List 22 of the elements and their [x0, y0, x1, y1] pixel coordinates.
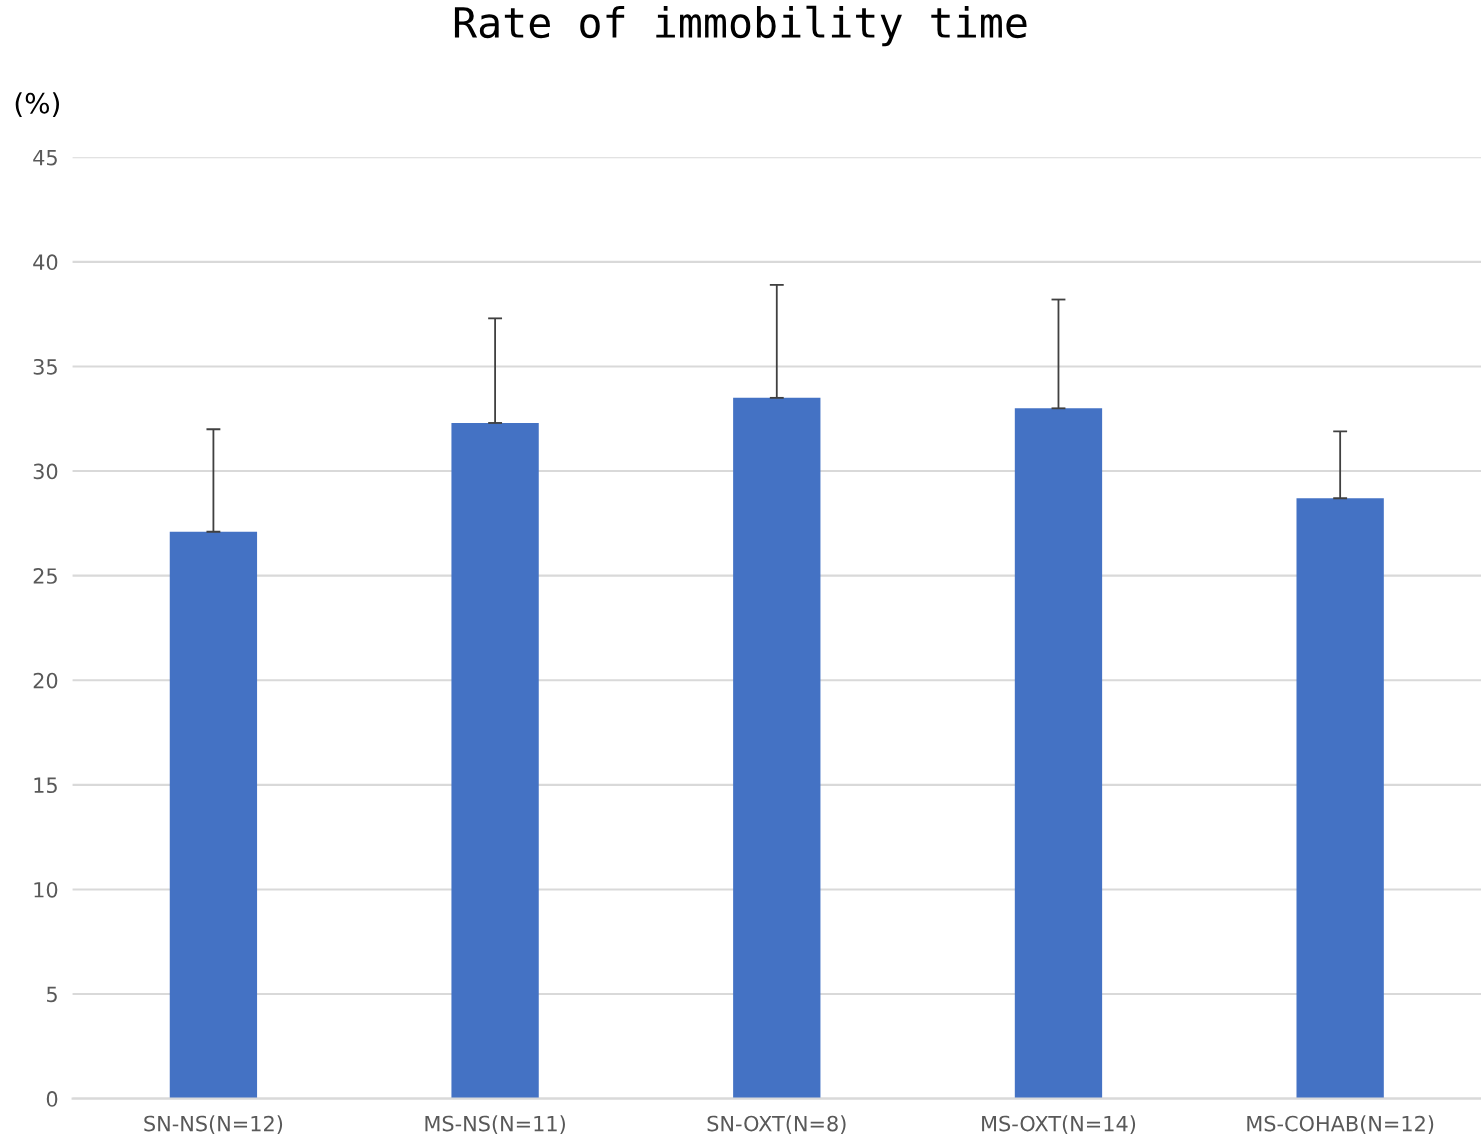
x-tick-label: MS-COHAB(N=12)	[1247, 1115, 1434, 1134]
x-tick-label: MS-OXT(N=14)	[982, 1115, 1136, 1134]
y-tick-label: 45	[33, 150, 57, 166]
x-tick-label: MS-NS(N=11)	[425, 1115, 565, 1134]
y-axis-title: (%)	[15, 92, 60, 117]
bar	[451, 422, 539, 1099]
y-tick-label: 5	[47, 986, 57, 1003]
y-tick-label: 30	[33, 463, 58, 480]
y-tick-label: 20	[33, 672, 58, 689]
y-tick-label: 10	[34, 881, 58, 898]
bar	[1296, 498, 1384, 1099]
y-tick-label: 25	[33, 568, 57, 584]
chart-title: Rate of immobility time	[454, 5, 1027, 47]
bar	[1014, 408, 1103, 1099]
x-tick-label: SN-OXT(N=8)	[707, 1115, 846, 1134]
bar	[169, 531, 258, 1099]
y-tick-label: 40	[33, 254, 58, 271]
x-tick-label: SN-NS(N=12)	[144, 1115, 283, 1134]
y-tick-label: 15	[34, 777, 57, 794]
y-tick-label: 0	[46, 1091, 58, 1107]
y-tick-label: 35	[33, 358, 57, 375]
bar	[733, 397, 821, 1099]
